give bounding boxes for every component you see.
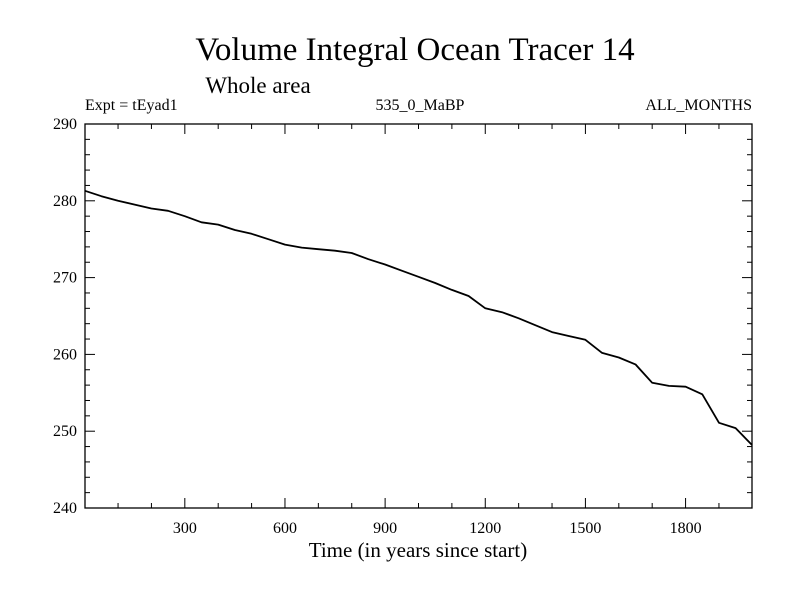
- y-tick-label: 290: [53, 116, 77, 133]
- expt-label: Expt = tEyad1: [85, 97, 178, 114]
- x-tick-label: 300: [173, 520, 197, 537]
- y-tick-label: 240: [53, 500, 77, 517]
- plot-frame: [84, 123, 753, 509]
- x-tick-label: 600: [273, 520, 297, 537]
- y-tick-label: 250: [53, 423, 77, 440]
- x-tick-label: 1800: [670, 520, 702, 537]
- x-tick-label: 1500: [569, 520, 601, 537]
- series-line: [84, 189, 753, 446]
- x-tick-label: 900: [373, 520, 397, 537]
- y-tick-label: 280: [53, 193, 77, 210]
- chart-title: Volume Integral Ocean Tracer 14: [195, 32, 634, 68]
- tick-labels: 300 600 900 1200 1500 1800 240 250 260 270 280 290: [53, 116, 702, 537]
- x-axis-label: Time (in years since start): [309, 538, 528, 562]
- period-label: 535_0_MaBP: [376, 97, 465, 114]
- months-label: ALL_MONTHS: [645, 97, 752, 114]
- chart-subtitle: Whole area: [205, 73, 310, 98]
- series-group: [84, 189, 753, 446]
- y-tick-label: 260: [53, 346, 77, 363]
- x-tick-label: 1200: [469, 520, 501, 537]
- axis-ticks: [85, 124, 752, 508]
- y-tick-label: 270: [53, 270, 77, 287]
